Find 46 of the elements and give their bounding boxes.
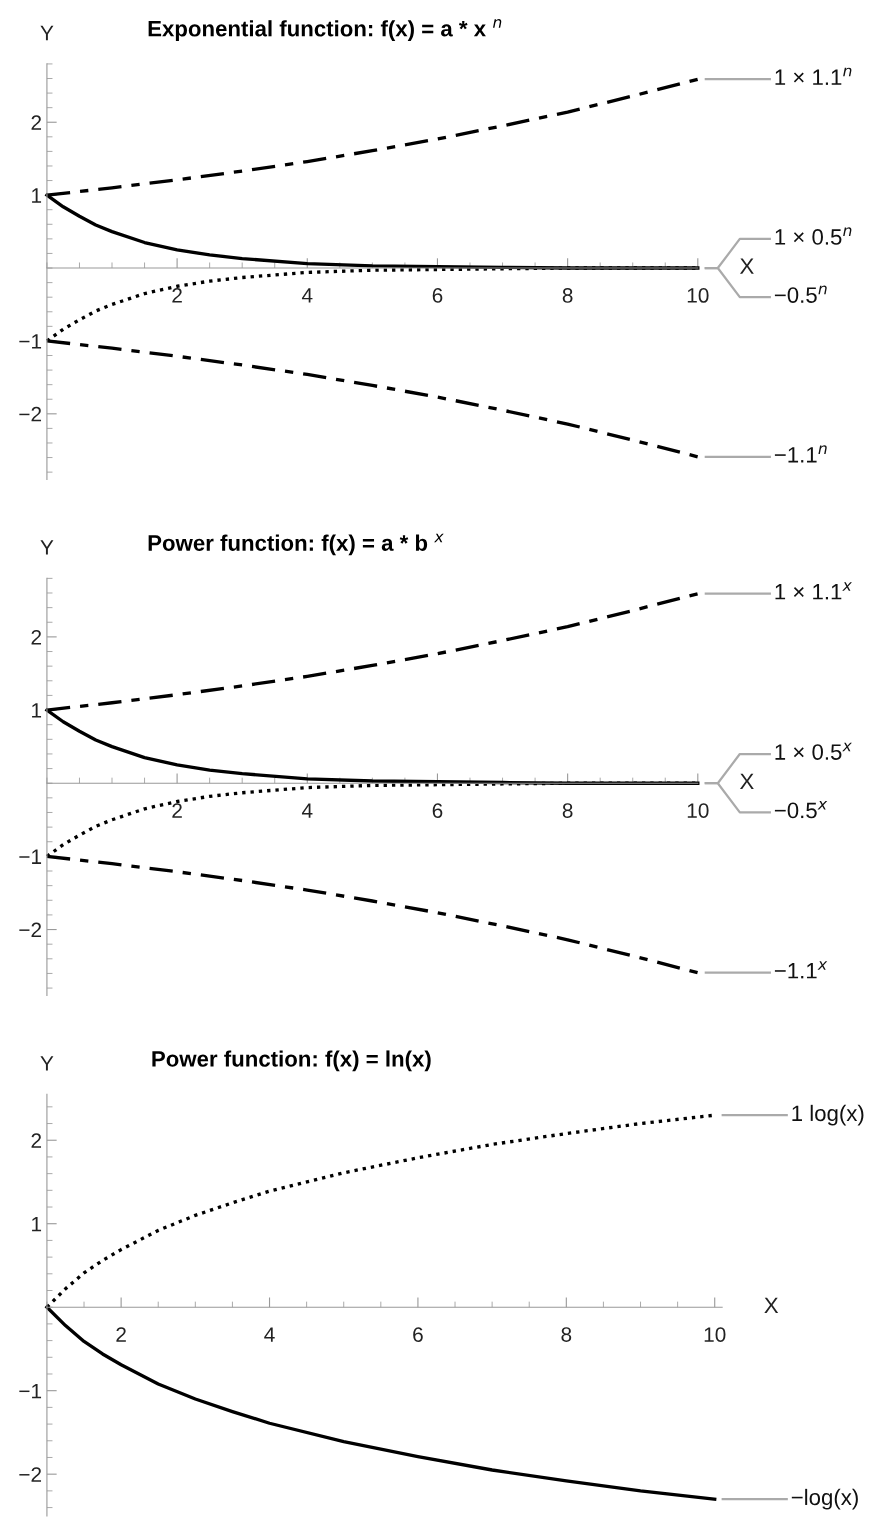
x-tick-label: 2 [172, 803, 182, 818]
x-tick-label: 6 [432, 288, 443, 303]
x-axis-title: X [764, 1297, 779, 1313]
text: −1.1$^{x}$ [774, 961, 828, 979]
y-tick-label: −2 [19, 406, 42, 422]
y-axis-title: Y [40, 540, 54, 555]
chart-title: Exponential function: f(x) = a * x $^{n}$ [148, 19, 502, 41]
x-tick-label: 2 [172, 288, 182, 303]
y-tick-label: −1 [19, 849, 42, 864]
y-tick-label: 1 [32, 188, 42, 203]
x-tick-label: 10 [687, 803, 709, 818]
x-axis-title: X [739, 773, 754, 789]
text: 1 × 0.5$^{n}$ [775, 227, 852, 245]
y-axis-title: Y [40, 25, 54, 41]
y-tick-label: −1 [19, 1383, 42, 1399]
x-tick-label: 4 [301, 803, 313, 818]
y-tick-label: 2 [31, 115, 42, 130]
chart-title: Power function: f(x) = ln(x) [152, 1050, 431, 1072]
x-tick-label: 4 [264, 1327, 275, 1342]
chart-title: Power function: f(x) = a * b $^{x}$ [148, 533, 444, 556]
x-tick-label: 8 [562, 803, 573, 818]
x-tick-label: 6 [432, 803, 443, 818]
y-tick-label: −1 [19, 334, 42, 349]
text: 1 × 1.1$^{n}$ [775, 67, 852, 85]
y-tick-label: −2 [19, 1467, 42, 1482]
y-axis-title: Y [40, 1056, 54, 1071]
x-axis-title: X [739, 258, 754, 274]
text: 1 × 1.1$^{x}$ [775, 582, 852, 600]
x-tick-label: 2 [116, 1327, 126, 1342]
text: 1 × 0.5$^{x}$ [775, 742, 852, 760]
text: −log(x) [791, 1488, 858, 1510]
y-tick-label: 1 [32, 703, 42, 718]
y-tick-label: −2 [19, 922, 42, 938]
x-tick-label: 8 [562, 288, 573, 303]
text: −1.1$^{n}$ [774, 445, 827, 463]
y-tick-label: 2 [31, 1133, 42, 1148]
x-tick-label: 10 [687, 288, 709, 303]
x-tick-label: 4 [301, 288, 313, 303]
text: 1 log(x) [792, 1104, 864, 1126]
text: −0.5$^{n}$ [774, 285, 827, 303]
x-tick-label: 6 [413, 1327, 423, 1342]
text: −0.5$^{x}$ [774, 801, 828, 819]
y-tick-label: 1 [32, 1216, 42, 1232]
x-tick-label: 10 [704, 1327, 726, 1342]
x-tick-label: 8 [561, 1327, 572, 1342]
y-tick-label: 2 [31, 629, 42, 645]
